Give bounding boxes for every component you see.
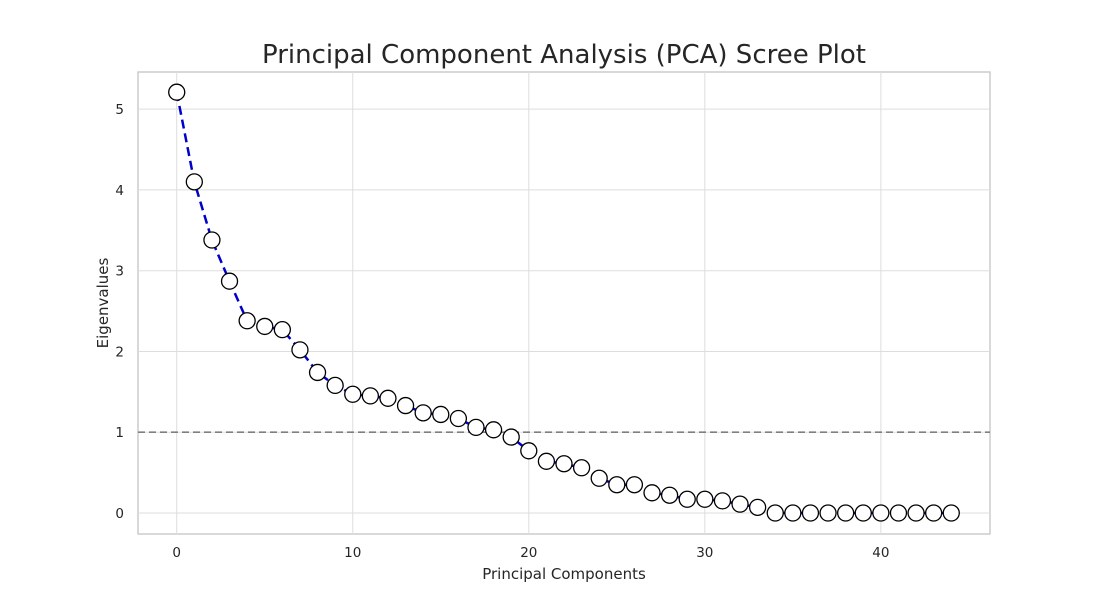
y-tick-label: 2	[115, 344, 124, 360]
data-point	[907, 504, 925, 522]
data-point	[590, 469, 608, 487]
x-tick-label: 20	[520, 545, 537, 561]
data-point	[625, 476, 644, 494]
data-point	[449, 409, 468, 428]
data-point	[361, 387, 380, 405]
data-point	[713, 492, 732, 510]
data-point	[942, 504, 960, 522]
data-point	[696, 490, 714, 508]
chart-title: Principal Component Analysis (PCA) Scree…	[262, 40, 866, 70]
data-point	[396, 396, 415, 415]
data-point	[854, 504, 872, 522]
plot-area: 0 10 20 30 40 0 1 2 3 4 5	[115, 71, 991, 561]
data-point	[766, 504, 784, 522]
y-tick-label: 4	[115, 183, 124, 199]
data-point	[291, 341, 309, 359]
data-point	[608, 476, 626, 494]
data-point	[168, 83, 186, 101]
data-point	[801, 504, 820, 522]
data-point	[220, 272, 239, 290]
data-point	[484, 421, 503, 439]
data-point	[555, 455, 573, 473]
y-tick-label: 1	[115, 425, 124, 441]
data-point	[308, 363, 327, 382]
x-tick-label: 10	[344, 545, 361, 561]
data-point	[660, 486, 679, 504]
data-point	[872, 504, 890, 522]
data-point	[889, 504, 908, 522]
data-point	[784, 504, 802, 522]
y-tick-label: 5	[115, 102, 124, 118]
data-point	[502, 428, 520, 446]
data-point	[273, 321, 291, 339]
data-point	[185, 173, 203, 191]
x-tick-labels: 0 10 20 30 40	[172, 545, 889, 561]
y-tick-label: 3	[115, 264, 124, 280]
data-point	[256, 317, 274, 336]
eigenvalue-line	[175, 91, 952, 515]
data-point	[379, 389, 397, 407]
data-point	[837, 504, 855, 522]
x-tick-label: 40	[872, 545, 889, 561]
data-point	[238, 312, 256, 330]
y-axis-label: Eigenvalues	[94, 257, 112, 348]
data-point	[643, 484, 661, 502]
data-point	[344, 385, 362, 403]
data-point	[925, 504, 943, 522]
eigenvalue-markers	[168, 83, 960, 522]
data-point	[203, 231, 221, 249]
y-tick-labels: 0 1 2 3 4 5	[115, 102, 124, 522]
data-point	[432, 405, 450, 424]
data-point	[572, 459, 591, 477]
data-point	[537, 452, 556, 470]
data-point	[731, 495, 749, 513]
x-tick-label: 0	[172, 545, 181, 561]
data-point	[678, 490, 696, 508]
data-point	[326, 376, 344, 395]
data-point	[520, 442, 538, 460]
y-tick-label: 0	[115, 506, 124, 522]
data-point	[414, 404, 432, 422]
x-axis-label: Principal Components	[482, 565, 646, 583]
data-point	[467, 418, 485, 437]
data-point	[748, 498, 767, 516]
x-tick-label: 30	[696, 545, 713, 561]
data-point	[819, 504, 837, 522]
